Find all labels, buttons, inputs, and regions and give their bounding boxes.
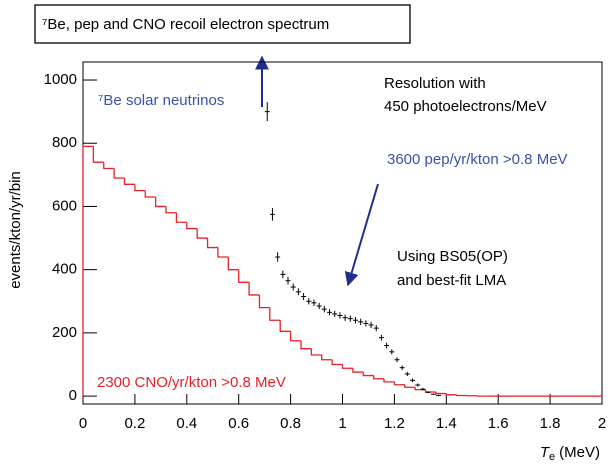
x-tick-label: 0 [79,415,87,432]
y-tick-label: 1000 [44,71,77,88]
x-axis-unit: (MeV) [559,444,600,461]
histogram-step [82,145,94,397]
histogram-step [248,282,260,296]
histogram-step [134,184,146,192]
histogram-step [227,257,239,271]
histogram-step [424,389,436,393]
histogram-step [186,222,198,230]
histogram-step [217,247,229,258]
histogram-step [414,387,426,391]
histogram-step [310,348,322,356]
histogram-step [321,355,333,361]
x-tick-label: 1.4 [436,415,457,432]
x-tick-label: 1.2 [384,415,405,432]
annotation: 2300 CNO/yr/kton >0.8 MeV [97,374,286,391]
x-tick-label: 0.2 [124,415,145,432]
title-box [34,4,411,44]
histogram-step [155,196,167,208]
histogram-step [289,331,301,342]
histogram-step [404,384,416,388]
histogram-step [279,320,291,332]
x-axis-subscript: e [549,451,555,463]
histogram-step [435,391,447,395]
histogram-step [175,212,187,223]
annotation: ⁷Be solar neutrinos [98,92,224,109]
histogram-step [258,294,270,309]
x-tick-label: 1.8 [540,415,561,432]
histogram-step [445,393,457,396]
histogram-step [300,340,312,350]
histogram-step [352,368,364,373]
histogram-step [196,228,208,239]
y-axis-label: events/kton/yr/bin [7,171,24,289]
histogram-step [383,378,395,383]
y-tick-label: 0 [69,387,77,404]
histogram-step [372,375,385,380]
histogram-step [144,190,156,198]
histogram-step [165,206,177,214]
arrow [344,183,379,287]
x-tick-label: 1.6 [488,415,509,432]
annotation: Resolution with [384,75,486,92]
histogram-step [393,381,405,386]
histogram-step [341,364,353,369]
y-tick-label: 800 [52,134,77,151]
histogram-step [362,372,374,377]
x-axis-label: Te (MeV) [540,444,600,463]
x-tick-label: 2 [598,415,606,432]
histogram-step [206,238,218,249]
x-tick-label: 1 [338,415,346,432]
annotation: 450 photoelectrons/MeV [384,98,547,115]
y-tick-label: 400 [52,261,77,278]
y-tick-label: 200 [52,324,77,341]
annotation: Using BS05(OP) [397,248,508,265]
histogram-step [456,394,468,397]
histogram-step [269,307,281,321]
x-axis-symbol: T [540,444,551,461]
histogram-step [331,359,343,366]
x-tick-label: 0.8 [280,415,301,432]
y-tick-label: 600 [52,197,77,214]
histogram-step [103,162,115,170]
histogram-step [92,146,104,163]
annotation: 3600 pep/yr/kton >0.8 MeV [387,151,568,168]
histogram-step [113,168,125,179]
histogram-step [123,178,135,185]
annotation: and best-fit LMA [397,272,506,289]
x-tick-label: 0.6 [228,415,249,432]
chart-title: ⁷Be, pep and CNO recoil electron spectru… [42,16,329,33]
histogram-step [238,269,250,283]
x-tick-label: 0.4 [176,415,197,432]
